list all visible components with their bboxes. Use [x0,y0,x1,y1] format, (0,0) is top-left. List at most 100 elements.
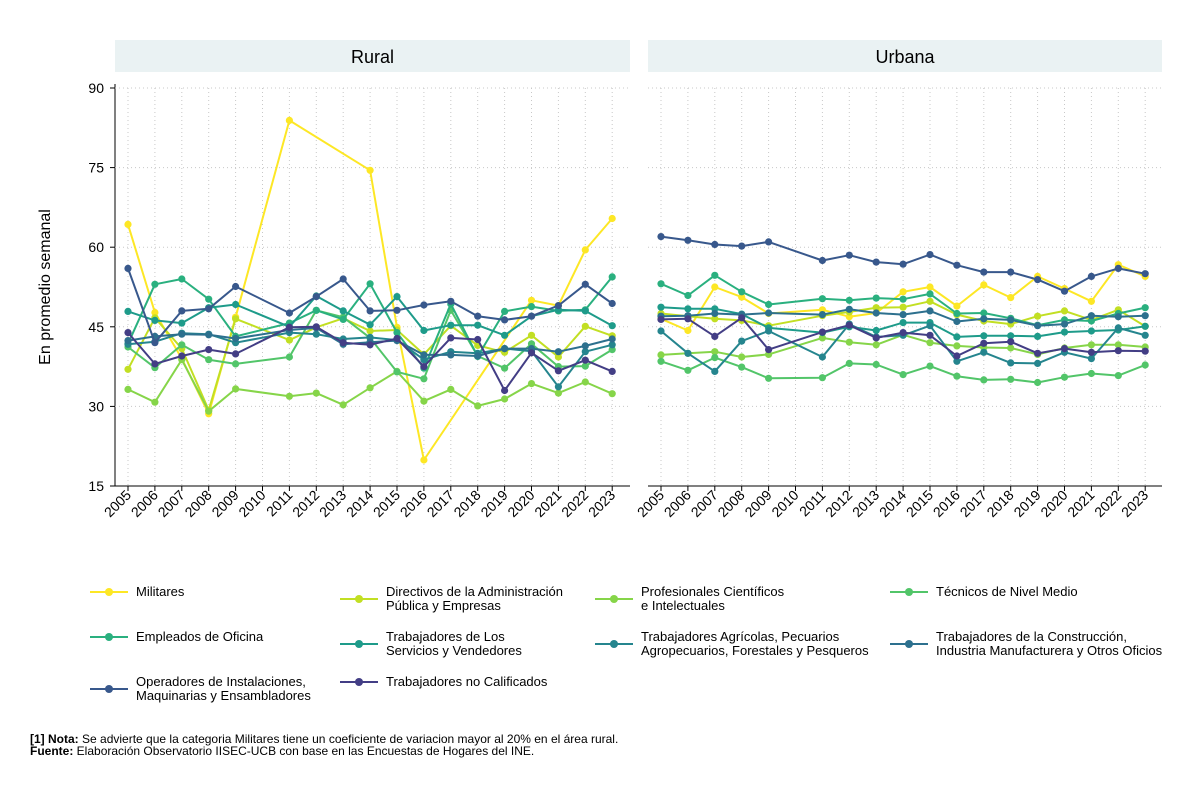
data-point [554,353,563,361]
data-point [926,290,934,298]
legend-item: Operadores de Instalaciones, Maquinarias… [90,675,311,703]
data-point [980,376,988,384]
data-point [527,331,536,339]
data-point [581,322,589,330]
data-point [818,295,827,303]
data-point [1141,347,1149,355]
data-point [1007,294,1015,302]
data-point [527,380,536,388]
data-point [1034,332,1042,340]
legend-swatch [890,639,928,649]
nota-text: Se advierte que la categoria Militares t… [78,732,619,746]
legend-label: Trabajadores Agrícolas, Pecuarios Agrope… [641,629,869,658]
data-point [765,300,773,309]
data-point [872,304,880,312]
data-point [1060,307,1069,315]
data-point [312,293,320,301]
legend-swatch [340,639,378,649]
fuente-line: Fuente: Elaboración Observatorio IISEC-U… [30,745,618,757]
data-point [447,297,455,305]
data-point [474,312,482,320]
data-point [899,260,907,268]
legend-label: Militares [136,584,185,599]
data-point [527,296,536,304]
data-point [980,281,988,289]
y-tick-label: 75 [88,160,104,176]
data-point [1034,276,1042,284]
data-point [711,354,719,362]
x-tick-label: 2022 [558,487,591,520]
data-point [447,334,455,342]
legend-swatch-dot [105,588,113,596]
x-tick-label: 2006 [128,487,161,520]
series-line [127,316,613,412]
data-point [818,374,827,382]
data-point [899,371,907,379]
data-point [980,268,988,276]
data-point [738,314,746,322]
data-point [657,280,665,288]
data-point [312,330,320,338]
data-point [366,280,374,288]
data-point [738,337,746,345]
data-point [339,401,347,409]
legend-label: Operadores de Instalaciones, Maquinarias… [136,674,311,703]
data-point [581,348,589,356]
x-tick-label: 2007 [688,487,721,520]
data-point [608,367,616,375]
data-point [366,166,374,174]
data-point [447,385,455,393]
data-point [845,296,853,304]
x-tick-label: 2019 [477,487,510,520]
data-point [366,384,374,392]
data-point [1141,312,1149,320]
data-point [1114,341,1122,349]
data-point [285,323,293,331]
data-point [232,282,240,291]
data-point [232,300,240,309]
y-tick-label: 30 [88,398,104,414]
data-point [818,353,827,361]
data-point [1007,375,1015,383]
data-point [581,280,589,288]
x-tick-label: 2015 [903,487,936,520]
data-point [1087,272,1095,280]
panel-header [115,40,630,72]
data-point [684,349,692,357]
data-point [657,315,665,323]
data-point [420,397,428,405]
data-point [872,334,880,342]
data-point [1087,312,1095,320]
data-point [684,326,692,335]
data-point [684,236,692,244]
data-point [581,246,589,254]
x-tick-label: 2008 [181,487,214,520]
y-axis-title: En promedio semanal [37,209,54,365]
data-point [1141,331,1149,339]
data-point [124,329,132,337]
data-point [926,339,934,347]
x-tick-label: 2014 [876,487,909,520]
data-point [393,334,401,343]
series-line [127,309,613,380]
x-tick-label: 2005 [634,487,667,520]
legend-swatch-dot [355,595,363,603]
data-point [684,315,692,323]
data-point [845,251,853,259]
x-tick-label: 2010 [235,487,268,520]
series-line [660,333,1146,358]
nota-label: [1] Nota: [30,732,79,746]
data-point [1060,328,1069,336]
data-point [124,385,132,393]
data-point [339,275,347,283]
data-point [953,302,961,310]
data-point [765,374,773,382]
y-tick-label: 45 [88,319,104,335]
data-point [818,334,827,342]
x-tick-label: 2006 [661,487,694,520]
data-point [1087,348,1095,356]
series-line [660,235,1146,293]
data-point [124,365,132,373]
legend-swatch-dot [105,685,113,693]
data-point [657,357,665,365]
